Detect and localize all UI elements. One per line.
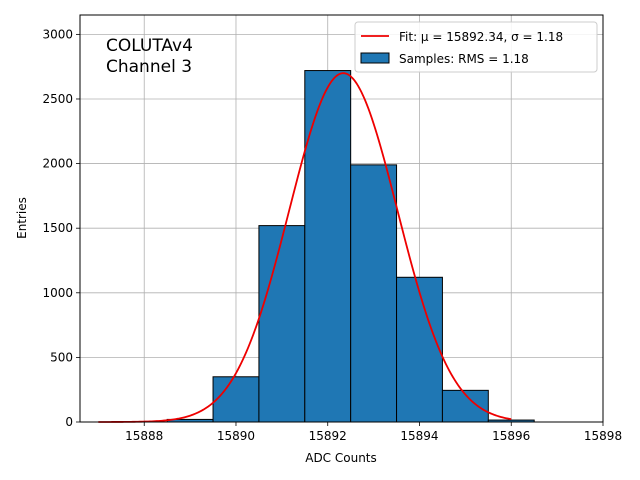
y-tick-label: 1000 — [42, 286, 73, 300]
x-tick-label: 15896 — [492, 429, 530, 443]
histogram-bar — [258, 225, 306, 423]
y-tick-label: 500 — [50, 350, 73, 364]
y-axis-ticks: 0 500 1000 1500 2000 2500 3000 — [42, 27, 80, 429]
x-tick-label: 15888 — [125, 429, 163, 443]
x-tick-label: 15892 — [309, 429, 347, 443]
histogram-bars — [166, 70, 535, 423]
legend-samples-label: Samples: RMS = 1.18 — [399, 52, 529, 66]
plot-frame — [79, 14, 604, 423]
fit-curve-line — [98, 72, 512, 423]
legend: Fit: μ = 15892.34, σ = 1.18 Samples: RMS… — [354, 21, 598, 73]
histogram-bar — [396, 276, 443, 423]
y-tick-label: 0 — [65, 415, 73, 429]
x-axis-ticks: 15888 15890 15892 15894 15896 15898 — [125, 422, 622, 443]
histogram-bar — [350, 164, 398, 423]
histogram-bar — [304, 70, 352, 423]
y-tick-label: 2000 — [42, 157, 73, 171]
y-tick-label: 1500 — [42, 221, 73, 235]
legend-samples-swatch — [360, 52, 390, 64]
x-tick-label: 15898 — [584, 429, 622, 443]
x-tick-label: 15894 — [400, 429, 438, 443]
annotation-line-2: Channel 3 — [106, 57, 192, 77]
fit-curve-group — [98, 72, 512, 423]
y-axis-label: Entries — [15, 197, 29, 239]
annotation-line-1: COLUTAv4 — [106, 36, 193, 56]
histogram-bar — [212, 376, 260, 423]
y-tick-label: 3000 — [42, 27, 73, 41]
x-tick-label: 15890 — [217, 429, 255, 443]
y-tick-label: 2500 — [42, 92, 73, 106]
x-axis-label: ADC Counts — [305, 451, 377, 465]
legend-box — [354, 21, 598, 73]
legend-fit-label: Fit: μ = 15892.34, σ = 1.18 — [399, 30, 563, 44]
